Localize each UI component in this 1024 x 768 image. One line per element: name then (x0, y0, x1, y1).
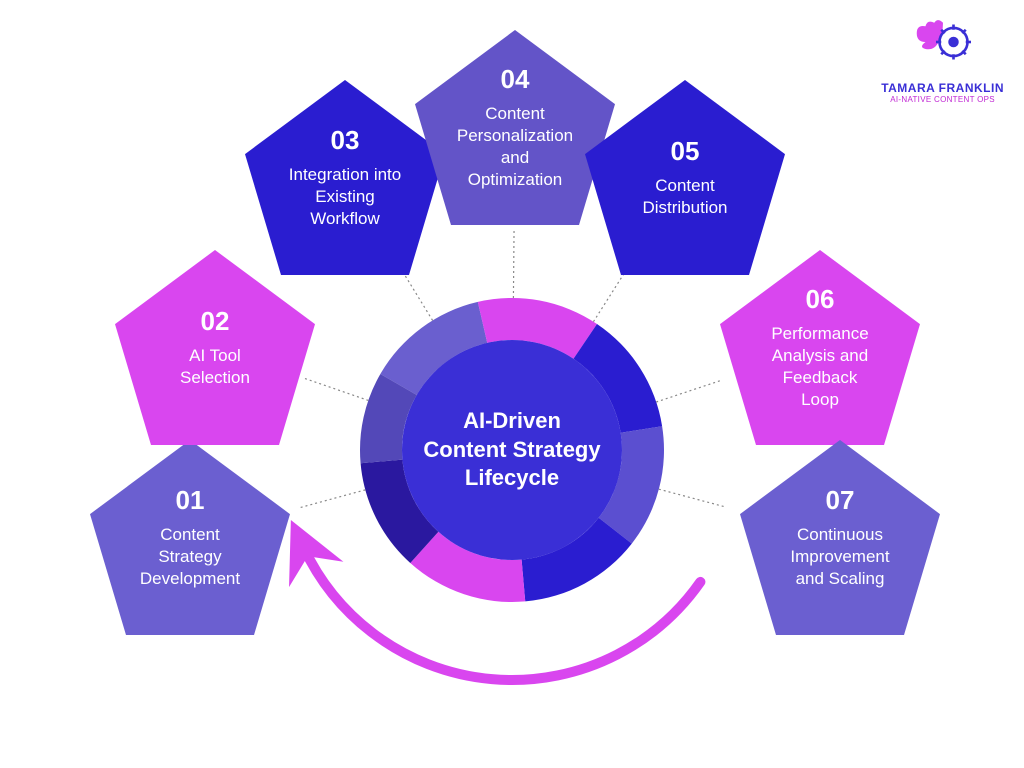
step-label: Performance Analysis and Feedback Loop (771, 323, 868, 411)
step-number: 05 (671, 136, 700, 167)
center-circle: AI-Driven Content Strategy Lifecycle (402, 340, 622, 560)
step-number: 01 (176, 485, 205, 516)
brand-logo: TAMARA FRANKLIN AI-NATIVE CONTENT OPS (881, 12, 1004, 104)
step-number: 06 (806, 284, 835, 315)
logo-tagline: AI-NATIVE CONTENT OPS (881, 95, 1004, 104)
step-number: 03 (331, 125, 360, 156)
diagram-canvas: AI-Driven Content Strategy Lifecycle TAM… (0, 0, 1024, 768)
brain-gear-icon (908, 12, 978, 72)
step-label: Content Distribution (642, 175, 727, 219)
step-number: 02 (201, 306, 230, 337)
step-label: Integration into Existing Workflow (289, 164, 401, 230)
step-label: Content Strategy Development (140, 524, 240, 590)
step-number: 04 (501, 64, 530, 95)
step-label: Content Personalization and Optimization (457, 103, 573, 191)
step-number: 07 (826, 485, 855, 516)
step-label: AI Tool Selection (180, 345, 250, 389)
step-label: Continuous Improvement and Scaling (790, 524, 889, 590)
logo-brand-name: TAMARA FRANKLIN (881, 81, 1004, 95)
center-title: AI-Driven Content Strategy Lifecycle (402, 407, 622, 493)
